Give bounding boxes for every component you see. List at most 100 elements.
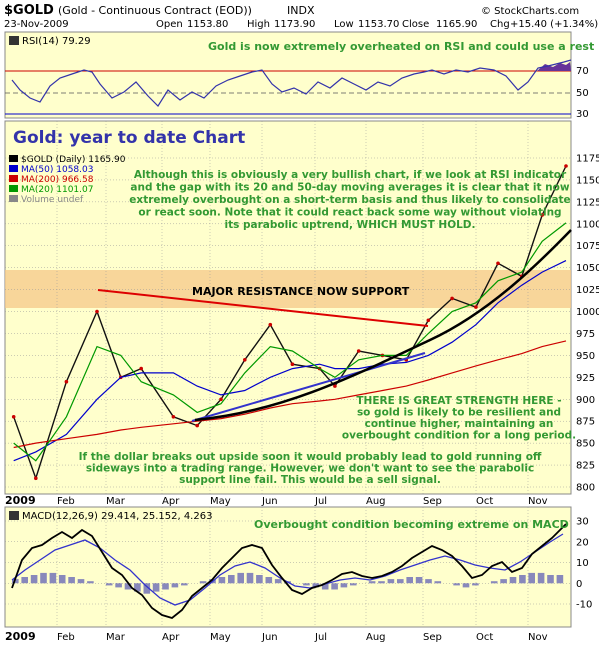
macd-legend-label: MACD(12,26,9) 29.414, 25.152, 4.263 (22, 511, 212, 522)
macd-legend-swatch (9, 511, 19, 520)
price-tick-label: 950 (576, 351, 595, 362)
price-tick-label: 1000 (576, 307, 599, 318)
macd-hist-bar (77, 579, 85, 584)
annotation-line: THERE IS GREAT STRENGTH HERE - (356, 395, 561, 407)
macd-hist-bar (340, 583, 348, 588)
price-tick-label: 875 (576, 417, 595, 428)
price-tick-label: 1075 (576, 241, 599, 252)
rsi-annotation: Gold is now extremely overheated on RSI … (208, 40, 594, 53)
macd-hist-bar (256, 575, 263, 584)
macd-hist-bar (171, 583, 179, 588)
macd-hist-bar (162, 583, 169, 590)
macd-hist-bar (453, 583, 460, 586)
annotation-line: overbought condition for a long period. (342, 430, 576, 442)
macd-hist-bar (237, 572, 244, 584)
header-low: 1153.70 (358, 19, 399, 30)
macd-hist-bar (134, 583, 141, 592)
macd-hist-bar (218, 577, 226, 584)
price-tick-label: 900 (576, 395, 595, 406)
macd-hist-bar (462, 583, 470, 588)
macd-hist-bar (40, 572, 47, 584)
macd-hist-bar (378, 581, 385, 584)
macd-hist-bar (519, 575, 526, 584)
legend-swatch (9, 195, 18, 202)
macd-hist-bar (425, 579, 432, 584)
price-tick-label: 1150 (576, 175, 599, 186)
header-open-label: Open (156, 19, 183, 30)
price-x-label: Aug (366, 496, 386, 507)
macd-hist-bar (124, 583, 132, 590)
price-tick-label: 925 (576, 373, 595, 384)
header-close-label: Close (402, 19, 429, 30)
price-point (11, 415, 16, 419)
macd-histogram (12, 572, 564, 594)
macd-x-label: 2009 (5, 630, 36, 643)
price-tick-label: 975 (576, 329, 595, 340)
price-point (243, 358, 247, 362)
macd-hist-bar (246, 572, 254, 584)
macd-gridlines (5, 507, 571, 627)
macd-x-label: Feb (57, 632, 75, 643)
macd-hist-bar (105, 583, 113, 586)
price-point (426, 318, 431, 323)
price-point (496, 261, 500, 266)
main-annotation: Although this is obviously a very bullis… (129, 169, 570, 231)
annotation-line: support line fail. This would be a sell … (179, 474, 441, 486)
macd-tick-label: 0 (576, 579, 582, 590)
blue-trendline (191, 352, 426, 422)
annotation-line: so gold is likely to be resilient and (357, 407, 561, 419)
macd-x-label: Oct (476, 632, 493, 643)
macd-hist-bar (368, 581, 376, 584)
macd-line (11, 523, 567, 619)
macd-hist-bar (350, 583, 357, 586)
macd-hist-bar (415, 577, 423, 584)
macd-hist-bar (472, 583, 479, 586)
header-watermark: © StockCharts.com (481, 6, 579, 17)
macd-hist-bar (30, 575, 38, 584)
macd-hist-bar (152, 583, 160, 592)
macd-hist-bar (274, 579, 282, 584)
header-symbol: $GOLD (4, 3, 54, 18)
price-point (564, 164, 568, 168)
price-x-axis: 2009 Feb Mar Apr May Jun Jul Aug Sep Oct Nov (5, 494, 548, 507)
price-x-label: Jun (261, 496, 278, 507)
macd-hist-bar (434, 581, 442, 584)
rsi-overbought-fill (537, 62, 571, 71)
rsi-tick: 50 (576, 88, 589, 99)
macd-hist-bar (68, 577, 75, 584)
macd-hist-bar (312, 583, 320, 588)
macd-annotation: Overbought condition becoming extreme on… (254, 518, 569, 531)
header-change-label: Chg (490, 19, 510, 30)
price-point (95, 309, 99, 314)
macd-hist-bar (228, 575, 235, 584)
price-panel-title: Gold: year to date Chart (13, 128, 245, 148)
legend-entry: Volume undef (21, 195, 84, 205)
macd-hist-bar (303, 583, 310, 586)
series-line (13, 260, 567, 462)
macd-hist-bar (537, 572, 545, 584)
macd-tick-label: 30 (576, 517, 589, 528)
price-tick-label: 1175 (576, 154, 599, 165)
price-tick-label: 825 (576, 461, 595, 472)
macd-hist-bar (21, 577, 28, 584)
macd-axis: 30 20 10 0 -10 (576, 517, 592, 611)
header-low-label: Low (334, 19, 354, 30)
macd-hist-bar (509, 577, 517, 584)
parabolic-support-line (194, 229, 572, 422)
macd-hist-bar (556, 575, 564, 584)
price-tick-label: 1025 (576, 285, 599, 296)
macd-hist-bar (199, 581, 207, 584)
price-x-label: 2009 (5, 494, 36, 507)
macd-hist-bar (265, 577, 273, 584)
macd-x-label: Nov (528, 632, 548, 643)
header-date: 23-Nov-2009 (4, 19, 69, 30)
annotation-line: continue higher, maintaining an (365, 418, 554, 430)
annotation-line: Although this is obviously a very bullis… (134, 169, 567, 181)
price-point (195, 423, 199, 428)
macd-hist-bar (406, 577, 413, 584)
series-line (13, 222, 567, 462)
legend-entry: $GOLD (Daily) 1165.90 (21, 155, 126, 165)
price-tick-label: 1100 (576, 219, 599, 230)
rsi-legend-swatch (9, 36, 19, 45)
header-high-label: High (247, 19, 270, 30)
